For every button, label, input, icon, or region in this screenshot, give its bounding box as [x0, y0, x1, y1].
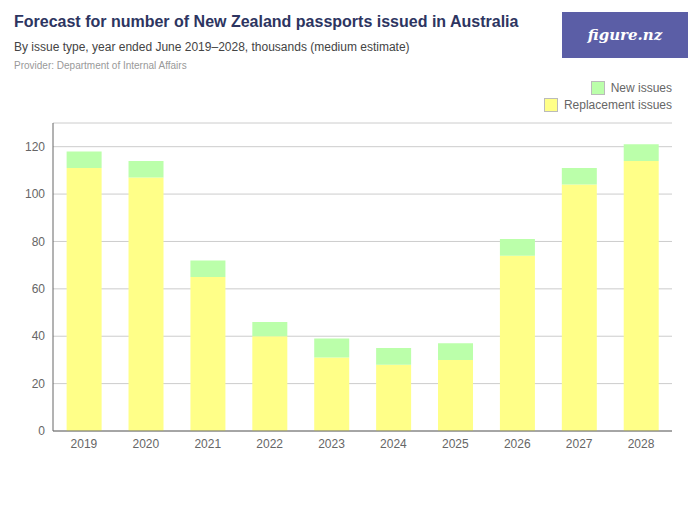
svg-text:80: 80 — [32, 235, 46, 249]
html-text:New issues: New issues — [610, 81, 672, 95]
svg-text:20: 20 — [32, 377, 46, 391]
svg-text:2022: 2022 — [256, 437, 283, 451]
svg-text:2021: 2021 — [194, 437, 221, 451]
svg-text:2028: 2028 — [628, 437, 655, 451]
svg-text:2024: 2024 — [380, 437, 407, 451]
svg-text:2020: 2020 — [132, 437, 159, 451]
svg-text:120: 120 — [25, 140, 45, 154]
svg-text:2026: 2026 — [504, 437, 531, 451]
svg-text:40: 40 — [32, 329, 46, 343]
html-text:Replacement issues: Replacement issues — [563, 98, 672, 112]
svg-text:2025: 2025 — [442, 437, 469, 451]
svg-text:0: 0 — [38, 424, 45, 438]
html-text:Provider: Department of Intern: Provider: Department of Internal Affairs — [14, 60, 187, 71]
html-text:Forecast for number of New Zea: Forecast for number of New Zealand passp… — [14, 13, 519, 30]
svg-text:2019: 2019 — [71, 437, 98, 451]
svg-text:2023: 2023 — [318, 437, 345, 451]
html-text:figure.nz: figure.nz — [587, 26, 663, 44]
html-text:By issue type, year ended June: By issue type, year ended June 2019–2028… — [14, 40, 410, 54]
svg-text:60: 60 — [32, 282, 46, 296]
svg-text:100: 100 — [25, 187, 45, 201]
svg-text:2027: 2027 — [566, 437, 593, 451]
